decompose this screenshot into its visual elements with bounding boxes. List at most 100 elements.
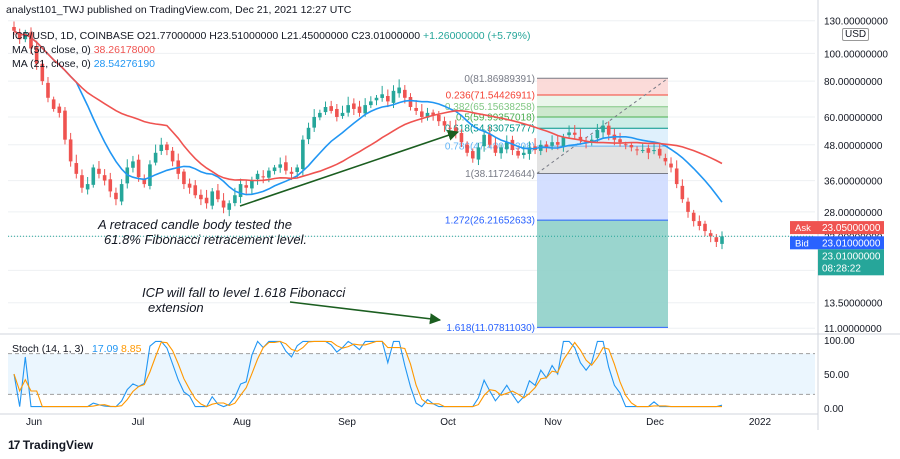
candle-body (85, 184, 90, 190)
candle-body (357, 106, 362, 113)
candle-body (29, 32, 33, 49)
candle-body (318, 112, 322, 118)
annotation-fib-test-line2: 61.8% Fibonacci retracement level. (104, 232, 308, 247)
candle-body (561, 137, 566, 147)
candle-body (476, 147, 481, 160)
low-value: L21.45000000 (281, 30, 349, 42)
fibonacci-retracement: 0(81.86989391) 0.236(71.54426911)0.382(65… (445, 74, 669, 334)
ma21-legend[interactable]: MA (21, close, 0) 28.54276190 (12, 58, 155, 70)
candle-body (40, 63, 45, 82)
candle-body (312, 116, 316, 128)
stoch-k-value: 17.09 (92, 343, 118, 355)
ma50-legend[interactable]: MA (50, close, 0) 38.26178000 (12, 44, 155, 56)
candle-body (459, 132, 464, 143)
candle-body (465, 144, 469, 153)
candle-body (136, 159, 141, 178)
candle-body (102, 175, 107, 181)
candle-body (544, 144, 549, 148)
fib-level-label: 1(38.11724644) (465, 169, 535, 180)
close-value: C23.01000000 (351, 30, 421, 42)
symbol-label[interactable]: ICP/USD, 1D, COINBASE (12, 30, 134, 42)
fib-level-label: 0.5(59.99357018) (456, 112, 535, 123)
ask-price-box (818, 221, 884, 235)
candle-body (131, 161, 135, 168)
candle-body (289, 171, 294, 174)
candle-body (516, 150, 520, 156)
bid-tag (790, 236, 818, 250)
stoch-tick-label: 0.00 (824, 404, 844, 415)
candle-body (284, 162, 288, 171)
annotation-fib-test: A retraced candle body tested the 61.8% … (98, 217, 307, 247)
candle-body (227, 203, 232, 210)
ma50-line (13, 30, 723, 182)
tv-logo-icon: 17 (8, 438, 20, 452)
candle-body (493, 145, 498, 153)
candle-body (199, 194, 203, 200)
candle-body (306, 127, 311, 140)
candle-body (414, 107, 418, 111)
candle-body (686, 201, 690, 212)
candle-body (74, 163, 79, 174)
time-tick-label: Oct (440, 417, 456, 428)
fib-zone (537, 95, 668, 107)
stoch-band-fill (8, 353, 815, 395)
open-value: O21.77000000 (136, 30, 207, 42)
bid-price-box (818, 236, 884, 250)
candle-body (680, 185, 685, 200)
candle-body (216, 190, 220, 200)
fib-zone (537, 116, 668, 129)
candle-body (57, 106, 62, 113)
candle-body (68, 139, 73, 162)
candle-body (572, 132, 577, 135)
candle-body (233, 195, 237, 204)
bid-label: Bid (795, 238, 809, 249)
ma21-value: 28.54276190 (93, 58, 156, 70)
fib-zone (537, 173, 668, 221)
candle-body (210, 191, 215, 206)
candle-body (691, 212, 696, 222)
ma50-value: 38.26178000 (93, 44, 156, 56)
candle-body (601, 125, 605, 133)
candle-body (618, 139, 622, 143)
candle-body (295, 167, 299, 172)
candle-body (187, 183, 192, 188)
candle-body (267, 170, 271, 178)
candle-body (635, 149, 639, 151)
candle-body (595, 130, 600, 139)
candle-body (153, 152, 158, 163)
fib-level-label: 0.382(65.15638258) (445, 102, 535, 113)
candle-body (386, 96, 390, 102)
candle-body (159, 144, 164, 152)
annotation-fib-extension: ICP will fall to level 1.618 Fibonacci e… (142, 285, 345, 315)
stoch-k-line (13, 340, 723, 408)
tradingview-logo[interactable]: 17 TradingView (8, 438, 93, 452)
stoch-d-value: 8.85 (121, 343, 142, 355)
symbol-ohlc-line: ICP/USD, 1D, COINBASE O21.77000000 H23.5… (12, 30, 530, 42)
candle-body (250, 180, 254, 189)
fib-zone (537, 146, 668, 174)
fib-level-label: 0(81.86989391) (464, 74, 535, 85)
ask-price: 23.05000000 (822, 223, 881, 234)
price-tick-label: 60.00000000 (824, 113, 883, 124)
candle-body (397, 87, 401, 94)
candle-body (437, 114, 441, 122)
ma21-line (13, 30, 723, 203)
stoch-tick-label: 50.00 (824, 370, 849, 381)
candle-body (504, 142, 509, 150)
candle-body (301, 139, 305, 170)
candle-body (114, 192, 118, 200)
candle-body (527, 147, 532, 154)
high-value: H23.51000000 (209, 30, 279, 42)
price-tick-label: 80.00000000 (824, 77, 883, 88)
annotation-fib-test-line1: A retraced candle body tested the (98, 217, 292, 232)
candle-body (431, 112, 435, 115)
price-tick-label: 11.00000000 (824, 324, 882, 335)
stochastic-panel: 100.00 50.00 0.00 Stoch (14, 1, 3) 17.09 8.85 (0, 336, 855, 415)
candle-body (346, 105, 350, 113)
ma21-label: MA (21, close, 0) (12, 58, 91, 70)
currency-badge[interactable]: USD (842, 28, 870, 41)
candle-body (323, 107, 328, 113)
candle-body (555, 142, 560, 145)
candle-body (97, 168, 101, 174)
